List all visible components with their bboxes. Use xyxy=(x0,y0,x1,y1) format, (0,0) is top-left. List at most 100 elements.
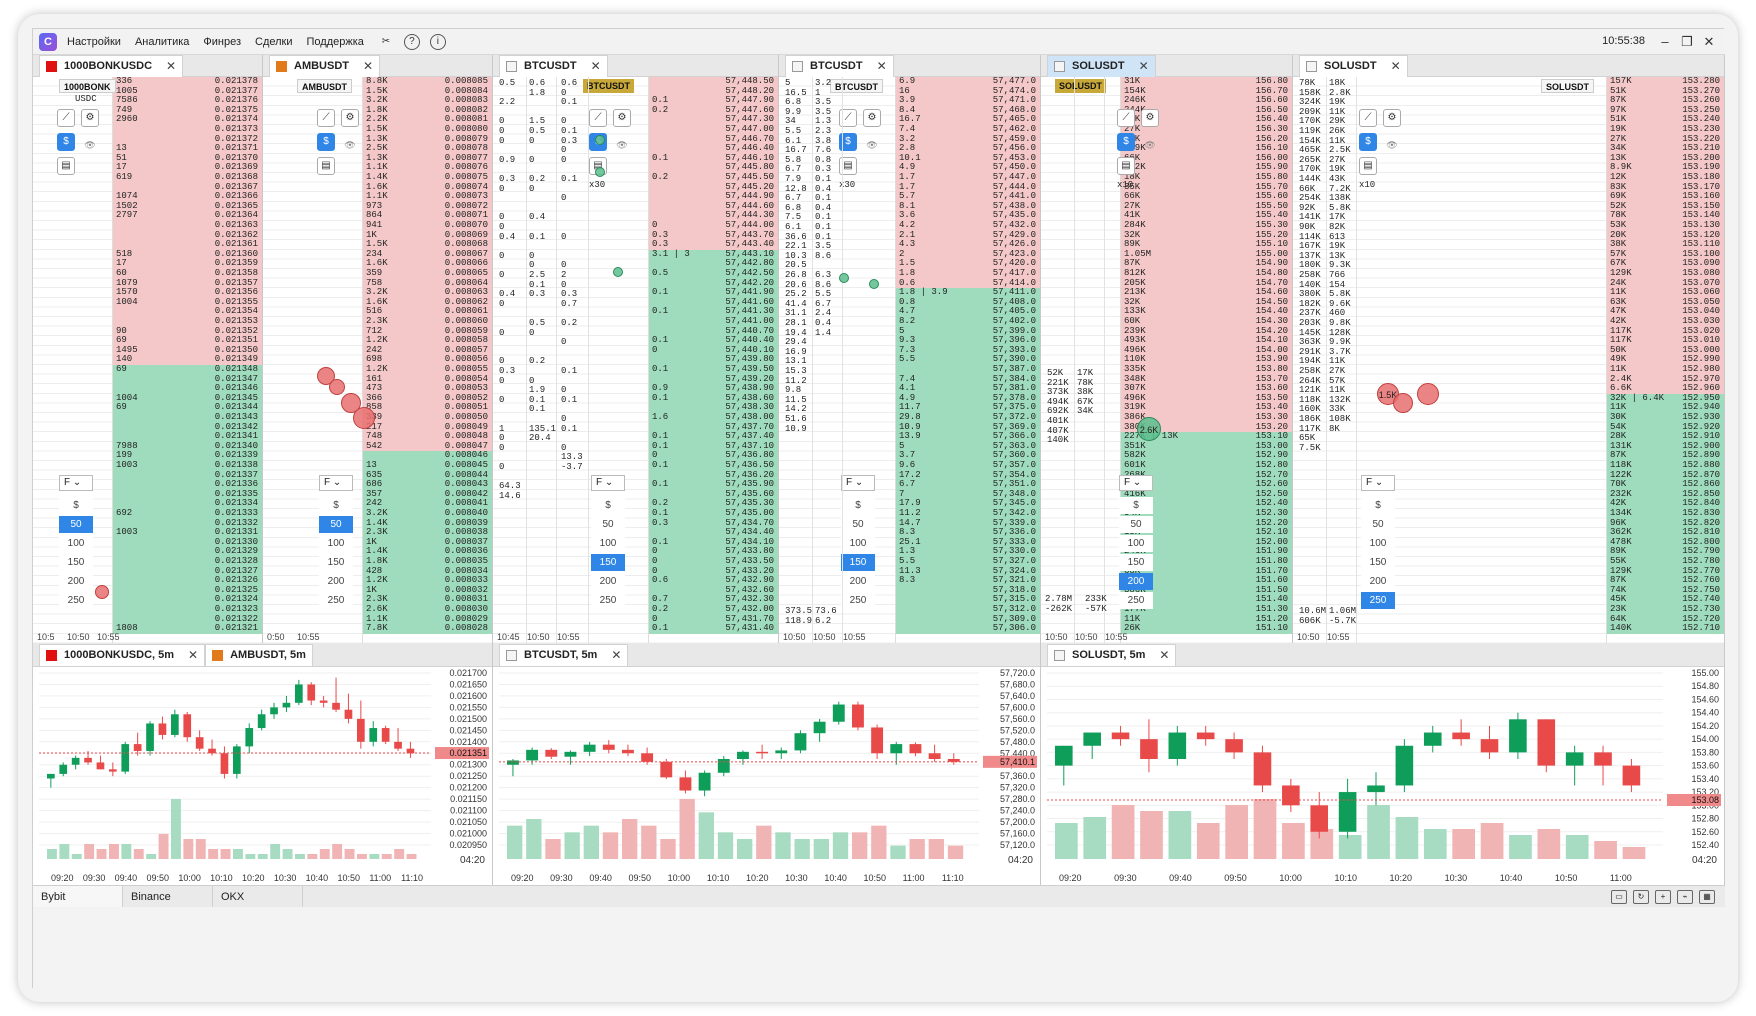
menu-trades[interactable]: Сделки xyxy=(255,35,293,48)
qty-preset-150[interactable]: 150 xyxy=(841,554,875,571)
filter-select[interactable]: F ⌄ xyxy=(841,475,875,491)
ladder-row[interactable]: 4.2 57,432.0 xyxy=(896,220,1040,231)
ladder-row[interactable]: 50K 153.000 xyxy=(1607,345,1724,356)
ladder-row[interactable]: 0.021373 xyxy=(113,124,262,135)
restore-button[interactable]: ❐ xyxy=(1681,34,1693,49)
dollar-icon[interactable]: $ xyxy=(1117,133,1135,151)
ladder-row[interactable]: 0.021335 xyxy=(113,489,262,500)
chart-tab[interactable]: 1000BONKUSDC, 5m ✕ xyxy=(39,643,206,666)
ladder-row[interactable]: 87K 152.760 xyxy=(1607,576,1724,586)
ladder-row[interactable]: 0.021325 xyxy=(113,585,262,596)
qty-preset-150[interactable]: 150 xyxy=(1119,554,1153,571)
ladder-row[interactable]: 1808 0.021321 xyxy=(113,624,262,634)
ladder-row[interactable]: 57,306.0 xyxy=(896,624,1040,634)
ladder-row[interactable]: 0.1 57,441.90 xyxy=(649,288,778,298)
close-tab-icon[interactable]: ✕ xyxy=(1138,59,1149,73)
info-icon[interactable]: i xyxy=(429,33,446,50)
ladder-row[interactable]: 1.6 57,438.00 xyxy=(649,412,778,423)
ladder-row[interactable]: 1.3K 0.008077 xyxy=(363,153,492,164)
panel-tab[interactable]: AMBUSDT ✕ xyxy=(269,55,381,77)
ladder-row[interactable]: 1.05M 155.00 xyxy=(1121,249,1292,260)
ladder-row[interactable]: 1.4K 0.008075 xyxy=(363,172,492,183)
ladder-row[interactable]: 6.6K 152.960 xyxy=(1607,384,1724,394)
ladder-row[interactable]: 0.021347 xyxy=(113,374,262,385)
ladder-row[interactable]: 8.9K 153.190 xyxy=(1607,163,1724,173)
ladder-row[interactable]: 0.7 57,432.30 xyxy=(649,595,778,605)
ladder-row[interactable]: 1.6K 0.008074 xyxy=(363,182,492,193)
ladder-row[interactable]: 17 0.021359 xyxy=(113,259,262,269)
ladder-row[interactable]: 2.5K 0.008078 xyxy=(363,144,492,154)
ladder-row[interactable]: 0.2 57,445.50 xyxy=(649,172,778,183)
ladder-row[interactable]: 0.021324 xyxy=(113,595,262,605)
ladder-row[interactable]: 90 0.021352 xyxy=(113,326,262,337)
ladder-row[interactable]: 582K 152.90 xyxy=(1121,451,1292,461)
ladder-row[interactable]: 335K 153.80 xyxy=(1121,364,1292,375)
eye-icon[interactable]: 👁 xyxy=(344,140,356,150)
qty-preset-250[interactable]: 250 xyxy=(591,592,625,609)
chart-add-icon[interactable]: ⌁ xyxy=(1677,890,1693,904)
ladder-row[interactable]: 57,441.00 xyxy=(649,316,778,327)
ladder-row[interactable]: 1.6K 0.008066 xyxy=(363,259,492,269)
ladder-row[interactable]: 1.1K 0.008073 xyxy=(363,192,492,202)
ladder-row[interactable]: 0.5 57,442.50 xyxy=(649,268,778,279)
ladder-row[interactable]: 1074 0.021366 xyxy=(113,192,262,202)
ladder-row[interactable]: 57,444.90 xyxy=(649,192,778,202)
qty-preset-250[interactable]: 250 xyxy=(319,592,353,609)
ladder-row[interactable]: 1.4K 0.008039 xyxy=(363,518,492,529)
ladder-row[interactable]: 0.021346 xyxy=(113,384,262,394)
ladder-row[interactable]: 87K 154.90 xyxy=(1121,259,1292,269)
ladder-row[interactable]: 1.3K 0.008079 xyxy=(363,134,492,145)
ladder-row[interactable]: 8.2 57,402.0 xyxy=(896,316,1040,327)
chart-icon[interactable]: ⟋ xyxy=(317,109,335,127)
ladder-row[interactable]: 1.4K 0.008036 xyxy=(363,547,492,557)
ladder-row[interactable]: 0 57,433.50 xyxy=(649,556,778,567)
qty-preset-150[interactable]: 150 xyxy=(1361,554,1395,571)
ladder-row[interactable]: 619 0.021368 xyxy=(113,172,262,183)
ladder-row[interactable]: 0.021343 xyxy=(113,412,262,423)
ladder-row[interactable]: 64K 152.720 xyxy=(1607,614,1724,625)
menu-analytics[interactable]: Аналитика xyxy=(134,35,190,48)
ladder-row[interactable]: 213K 154.60 xyxy=(1121,288,1292,298)
ladder-row[interactable]: 1.3 57,330.0 xyxy=(896,547,1040,557)
ladder-row[interactable]: 1.5K 0.008080 xyxy=(363,124,492,135)
close-tab-icon[interactable]: ✕ xyxy=(1390,59,1401,73)
ladder-row[interactable]: 686 0.008043 xyxy=(363,480,492,490)
qty-preset-200[interactable]: 200 xyxy=(1361,573,1395,590)
ladder-row[interactable]: 496K 154.00 xyxy=(1121,345,1292,356)
qty-preset-200[interactable]: 200 xyxy=(59,573,93,590)
qty-preset-100[interactable]: 100 xyxy=(1119,535,1153,552)
ladder-row[interactable]: 416K 152.50 xyxy=(1121,489,1292,500)
ladder-row[interactable]: 864 0.008071 xyxy=(363,211,492,221)
ladder-row[interactable]: 635 0.008044 xyxy=(363,470,492,481)
filter-select[interactable]: F ⌄ xyxy=(59,475,93,491)
ladder-row[interactable]: 749 0.021375 xyxy=(113,105,262,116)
mute-icon[interactable]: ✂ xyxy=(381,36,391,47)
ladder-row[interactable]: 0.021337 xyxy=(113,470,262,481)
ladder-row[interactable]: 17 0.021369 xyxy=(113,163,262,173)
ladder-row[interactable]: 57,434.40 xyxy=(649,528,778,538)
ladder-row[interactable]: 0 57,444.00 xyxy=(649,220,778,231)
ladder-row[interactable]: 1003 0.021331 xyxy=(113,528,262,538)
ladder-row[interactable]: 0.1 57,438.60 xyxy=(649,393,778,404)
ladder-row[interactable]: 7.3 57,393.0 xyxy=(896,345,1040,356)
ladder-row[interactable]: 7.8K 0.008028 xyxy=(363,624,492,634)
panel-tab[interactable]: SOLUSDT ✕ xyxy=(1299,55,1408,77)
help-icon[interactable]: ? xyxy=(403,33,420,50)
ladder-row[interactable]: 30K 152.930 xyxy=(1607,412,1724,423)
ladder-row[interactable]: 6.9 57,477.0 xyxy=(896,76,1040,87)
chart-icon[interactable]: ⟋ xyxy=(1359,109,1377,127)
qty-preset-150[interactable]: 150 xyxy=(59,554,93,571)
ladder-row[interactable]: 57,438.30 xyxy=(649,403,778,413)
qty-preset-200[interactable]: 200 xyxy=(841,573,875,590)
ladder-row[interactable]: 2 57,423.0 xyxy=(896,249,1040,260)
ladder-row[interactable]: 307K 153.60 xyxy=(1121,384,1292,394)
ladder-row[interactable]: 60 0.021358 xyxy=(113,268,262,279)
ladder-row[interactable]: 13 0.008045 xyxy=(363,460,492,471)
ladder-row[interactable]: 27K 155.50 xyxy=(1121,201,1292,212)
dollar-icon[interactable]: $ xyxy=(317,133,335,151)
ladder-row[interactable]: 1495 0.021350 xyxy=(113,345,262,356)
ladder-row[interactable]: 3.2K 0.008083 xyxy=(363,96,492,106)
ladder-row[interactable]: 27K 156.30 xyxy=(1121,124,1292,135)
ladder-row[interactable]: 217 0.008049 xyxy=(363,422,492,433)
ladder-row[interactable]: 0.021336 xyxy=(113,480,262,490)
